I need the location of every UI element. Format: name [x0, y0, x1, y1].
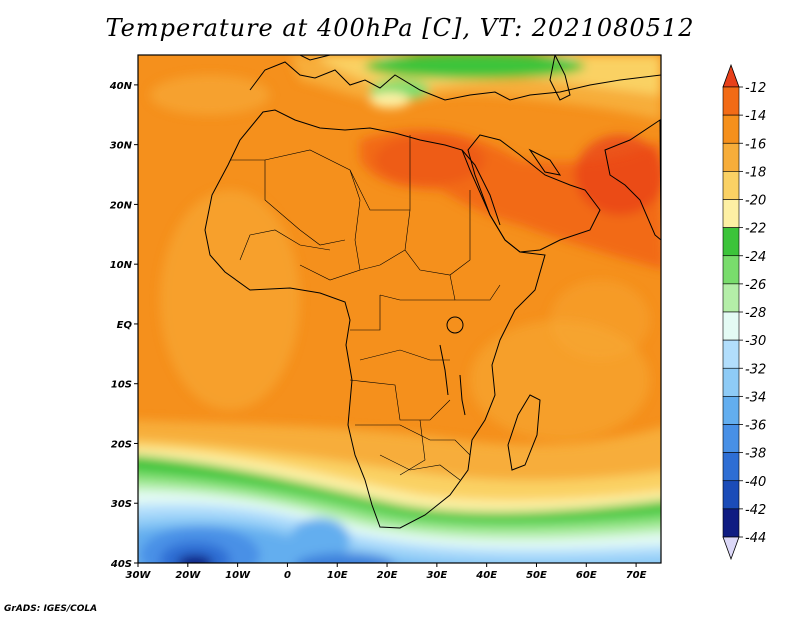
colorbar-segment [722, 311, 740, 341]
colorbar-segment [722, 199, 740, 228]
colorbar-segment [722, 480, 740, 510]
lon-tick-label: 20E [377, 570, 398, 581]
colorbar-label: -34 [745, 390, 766, 405]
colorbar-label: -42 [745, 503, 766, 518]
colorbar-label: -18 [745, 165, 766, 180]
lat-tick-label: 20N [110, 200, 133, 211]
lat-tick-label: 20S [111, 439, 132, 450]
colorbar-segment [722, 227, 740, 257]
colorbar-segment [722, 424, 740, 453]
colorbar-label: -20 [745, 194, 766, 209]
map-title: Temperature at 400hPa [C], VT: 202108051… [105, 14, 695, 42]
latitude-axis: 40N 30N 20N 10N EQ 10S 20S 30S 40S [109, 81, 138, 570]
colorbar-label: -26 [745, 278, 766, 293]
lon-tick-label: 10W [225, 570, 251, 581]
colorbar-segment [722, 114, 740, 144]
colorbar-segment [722, 452, 740, 482]
colorbar-label: -38 [745, 447, 766, 462]
lon-tick-label: 40E [475, 570, 497, 581]
lon-tick-label: 0 [284, 570, 291, 581]
colorbar-label: -22 [745, 222, 766, 237]
colorbar-segment [722, 255, 740, 285]
colorbar-segment [722, 339, 740, 369]
colorbar-label: -32 [745, 362, 766, 377]
colorbar-label: -40 [745, 475, 766, 490]
colorbar-segment [722, 283, 740, 313]
colorbar-segment [722, 171, 740, 200]
lat-tick-label: 10S [111, 380, 132, 391]
colorbar-bottom-triangle [722, 536, 740, 561]
colorbar-segment [722, 396, 740, 425]
colorbar-label: -44 [745, 531, 766, 546]
lon-tick-label: 30W [126, 570, 152, 581]
lat-tick-label: EQ [117, 320, 133, 331]
colorbar-segment [722, 142, 740, 172]
plot-frame [137, 54, 662, 564]
colorbar-label: -28 [745, 306, 766, 321]
colorbar-segment [722, 367, 740, 397]
lon-tick-label: 20W [175, 570, 201, 581]
lat-tick-label: 30S [111, 499, 132, 510]
colorbar-label: -12 [745, 81, 766, 96]
lon-tick-label: 70E [626, 570, 647, 581]
lat-tick-label: 30N [110, 141, 133, 152]
lon-tick-label: 10E [327, 570, 348, 581]
coastlines [204, 55, 661, 529]
colorbar-segment [722, 508, 740, 538]
colorbar-label: -30 [745, 334, 766, 349]
lakes [439, 316, 466, 416]
country-borders [230, 135, 501, 481]
lat-tick-label: 10N [110, 260, 133, 271]
lon-tick-label: 30E [426, 570, 447, 581]
lon-tick-label: 60E [576, 570, 597, 581]
lat-tick-label: 40N [109, 81, 133, 92]
temperature-field [138, 55, 661, 563]
grads-credit: GrADS: IGES/COLA [4, 604, 98, 614]
colorbar-top-triangle [722, 63, 740, 88]
colorbar-label: -14 [745, 109, 766, 124]
color-legend: -12 -14 -16 -18 -20 -22 -24 -26 -28 -30 -32 -34 -36 -… [722, 63, 766, 561]
longitude-axis: 30W 20W 10W 0 10E 20E 30E 40E 50E 60E 70E [126, 563, 647, 581]
colorbar-label: -36 [745, 419, 766, 434]
lat-tick-label: 40S [110, 559, 132, 570]
colorbar-segment [722, 86, 740, 116]
colorbar-label: -24 [745, 250, 766, 265]
lon-tick-label: 50E [526, 570, 547, 581]
colorbar-label: -16 [745, 137, 766, 152]
